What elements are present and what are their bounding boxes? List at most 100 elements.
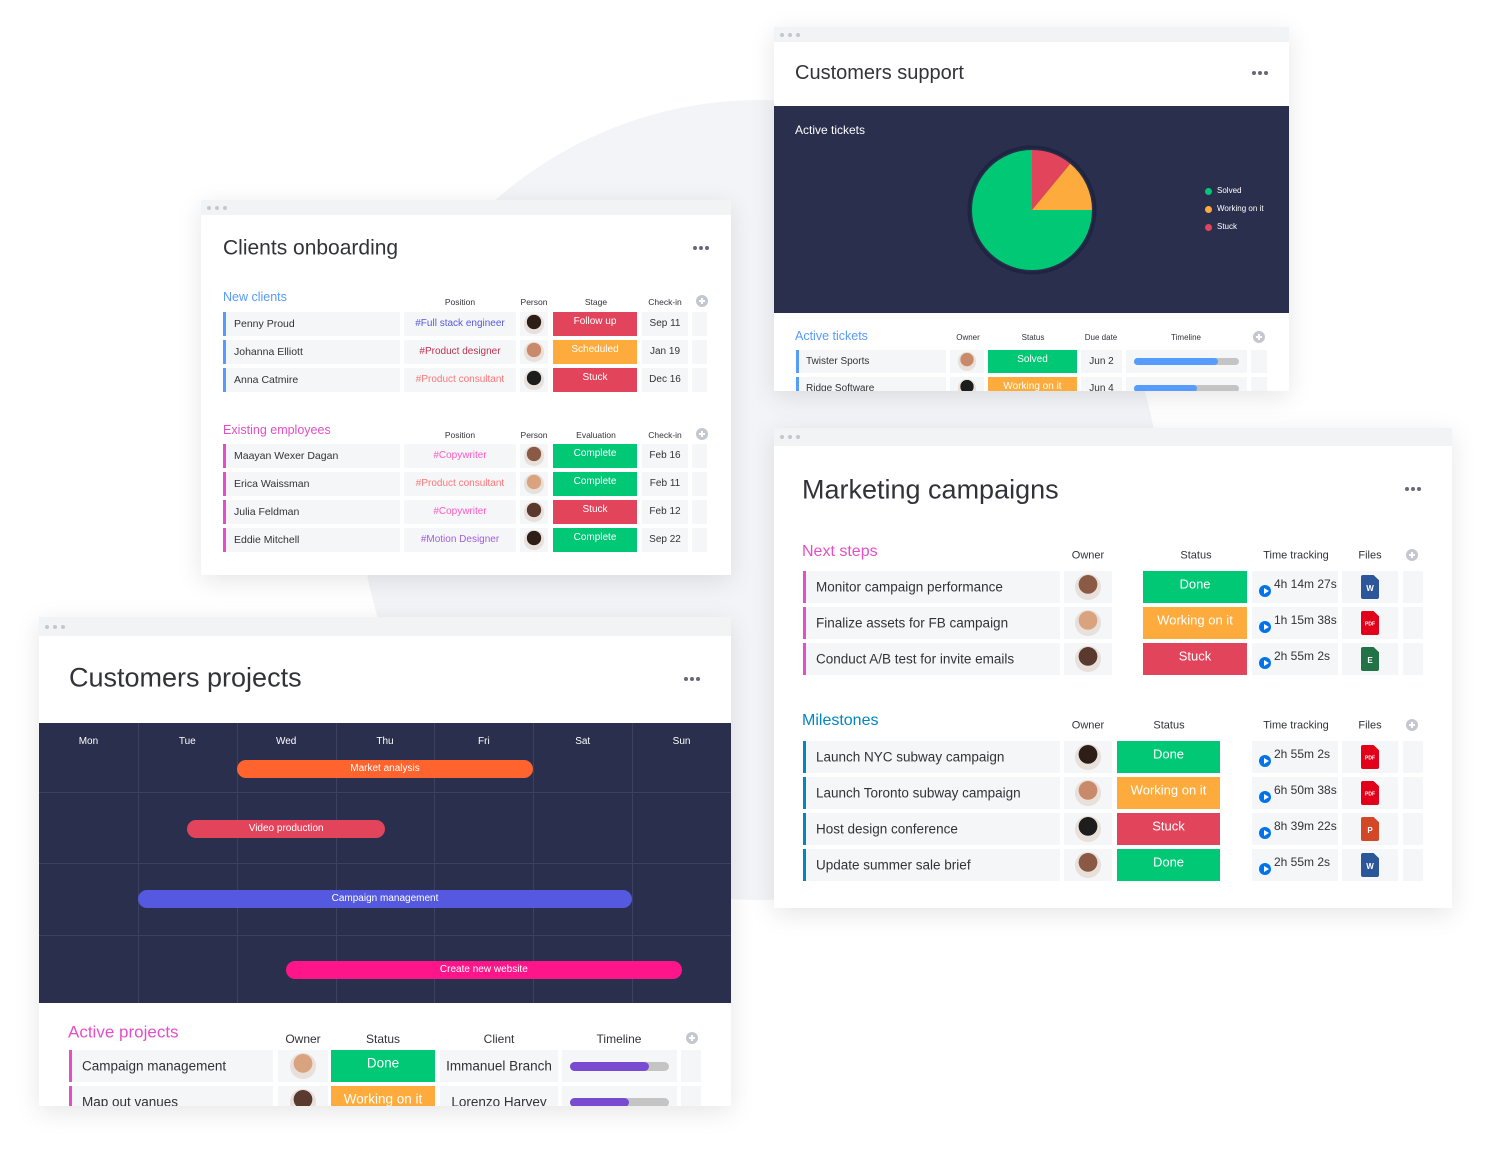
status-cell (1143, 643, 1247, 675)
time-tracked: 2h 55m 2s (1274, 855, 1331, 869)
text-cell (404, 444, 516, 468)
date-text: Jun 4 (1089, 382, 1114, 391)
menu-dot (1264, 71, 1268, 75)
menu-dot (699, 246, 703, 250)
gantt-bar (286, 961, 682, 979)
item-name: Campaign management (82, 1058, 227, 1074)
status-cell (553, 444, 637, 468)
time-tracked: 1h 15m 38s (1274, 613, 1337, 627)
group-color-bar (223, 528, 226, 552)
name-cell (69, 1050, 273, 1082)
name-cell (223, 312, 400, 336)
item-name: Eddie Mitchell (234, 533, 300, 546)
text-cell (642, 472, 688, 496)
day-label: Mon (78, 736, 99, 747)
menu-dot (705, 246, 709, 250)
blank-cell (692, 444, 707, 468)
group-color-bar (803, 643, 806, 675)
status-label: Stuck (1178, 648, 1212, 664)
column-header: Status (1153, 719, 1185, 732)
column-header: Position (444, 296, 476, 307)
column-header: Position (444, 429, 476, 440)
window-bar (201, 200, 731, 215)
group-color-bar (69, 1050, 72, 1082)
week-row-divider (39, 863, 731, 864)
play-triangle (1263, 660, 1269, 666)
group-title: Next steps (802, 543, 878, 560)
legend-swatch (1205, 205, 1212, 213)
status-label: Complete (573, 448, 617, 460)
board-title: Customers support (795, 62, 964, 84)
group-title: Milestones (802, 712, 879, 729)
column-header: Timeline (596, 1032, 642, 1046)
legend-swatch (1205, 223, 1212, 231)
add-column-icon-v (701, 431, 703, 437)
column-header: Stage (584, 296, 608, 307)
name-cell (803, 777, 1060, 809)
date-text: Feb 16 (649, 450, 681, 461)
status-cell (553, 312, 637, 336)
group-color-bar (223, 312, 226, 336)
blank-cell (1403, 741, 1423, 773)
window-bar (774, 27, 1289, 42)
file-type: E (1367, 656, 1373, 665)
avatar (524, 446, 544, 466)
file-icon (1361, 853, 1379, 877)
group-title: Existing employees (223, 422, 331, 437)
group-color-bar (223, 500, 226, 524)
menu-dot (1252, 71, 1256, 75)
blank-cell (1403, 571, 1423, 603)
legend-swatch (1205, 187, 1212, 195)
avatar (524, 530, 544, 550)
column-header: Owner (956, 333, 980, 342)
menu-dot (684, 677, 688, 681)
play-triangle (1263, 794, 1269, 800)
add-column-icon-v (691, 1035, 693, 1041)
week-row-divider (39, 792, 731, 793)
status-cell (553, 472, 637, 496)
date-text: Jan 19 (649, 346, 681, 357)
file-icon (1361, 745, 1379, 769)
group-color-bar (803, 849, 806, 881)
legend-label: Solved (1217, 186, 1242, 195)
gantt-bar-label: Video production (248, 823, 324, 834)
pie-slice (972, 150, 1092, 270)
client-text: Immanuel Branch (446, 1058, 552, 1074)
group-color-bar (796, 377, 799, 391)
group-title: Active projects (68, 1022, 179, 1042)
window-dot (788, 435, 792, 439)
status-label: Working on it (343, 1091, 423, 1106)
text-cell (440, 1086, 558, 1106)
item-name: Monitor campaign performance (816, 579, 1003, 595)
menu-dot (690, 677, 694, 681)
blank-cell (692, 368, 707, 392)
text-cell (404, 500, 516, 524)
status-label: Working on it (1003, 380, 1062, 391)
avatar (1075, 744, 1101, 770)
avatar (524, 370, 544, 390)
position-text: #Product designer (419, 346, 501, 357)
status-cell (1143, 607, 1247, 639)
name-cell (223, 340, 400, 364)
day-label: Thu (376, 736, 394, 747)
avatar (524, 342, 544, 362)
status-label: Scheduled (571, 344, 619, 356)
file-type: PDF (1365, 621, 1375, 628)
window-dot (780, 435, 784, 439)
column-header: Files (1358, 719, 1382, 732)
avatar (1075, 574, 1101, 600)
file-icon (1361, 817, 1379, 841)
status-cell (988, 377, 1077, 391)
window-dot (53, 624, 57, 629)
group-color-bar (223, 368, 226, 392)
item-name: Conduct A/B test for invite emails (816, 651, 1015, 667)
column-header: Check-in (648, 296, 682, 307)
status-label: Stuck (582, 372, 608, 384)
window-dot (796, 32, 800, 37)
pie-chart (967, 145, 1097, 275)
position-text: #Copywriter (433, 450, 487, 461)
blank-cell (681, 1086, 701, 1106)
text-cell (642, 368, 688, 392)
name-cell (803, 607, 1060, 639)
